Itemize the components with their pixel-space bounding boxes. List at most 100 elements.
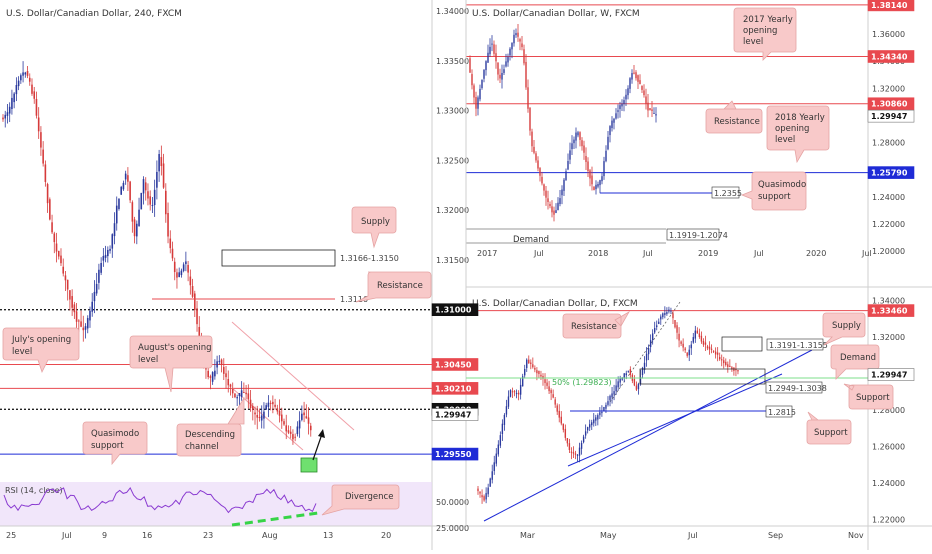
h4-candle-body xyxy=(178,272,180,278)
h4-candle-body xyxy=(60,255,62,264)
h4-candle-body xyxy=(98,269,100,283)
h4-y-tick-label: 1.33500 xyxy=(436,57,469,66)
weekly-demand-label-box xyxy=(666,228,720,241)
daily-support-callout-upper: Support xyxy=(843,383,894,410)
h4-candle-body xyxy=(40,132,42,148)
h4-candle-body xyxy=(53,233,56,243)
daily-candle-body xyxy=(684,348,686,351)
daily-price-badge xyxy=(867,304,915,317)
weekly-candle-body xyxy=(585,155,587,163)
daily-candle-body xyxy=(721,359,723,361)
daily-candle-body xyxy=(491,471,493,480)
h4-candle-body xyxy=(283,421,285,425)
weekly-candle-body xyxy=(633,72,635,74)
yearly-2018-text-2: opening xyxy=(775,124,809,134)
h4-candle-body xyxy=(216,361,218,368)
daily-candle-body xyxy=(651,333,654,341)
daily-candle-body xyxy=(558,410,560,418)
h4-candle-body xyxy=(260,415,263,421)
daily-x-ticks: Mar May Jul Sep Nov xyxy=(520,531,864,540)
daily-trendline-long xyxy=(483,349,813,522)
h4-candle-body xyxy=(218,360,221,362)
daily-candle-body xyxy=(479,491,481,494)
daily-candle-body xyxy=(698,333,701,338)
daily-candle-body xyxy=(532,364,534,368)
h4-candle-body xyxy=(272,401,274,405)
daily-support-label-box xyxy=(765,405,793,418)
daily-candle-body xyxy=(680,341,682,344)
weekly-candle-body xyxy=(641,85,643,90)
h4-y-tick-label: 1.31500 xyxy=(436,256,469,265)
weekly-candle-body xyxy=(505,61,507,67)
h4-candle-body xyxy=(2,117,4,120)
daily-candle-body xyxy=(621,377,623,380)
h4-candle-body xyxy=(82,327,85,331)
h4-candle-body xyxy=(111,234,114,249)
daily-x-tick-label: Sep xyxy=(768,531,783,540)
h4-candle-body xyxy=(211,372,214,382)
h4-candle-body xyxy=(254,412,256,415)
weekly-candle-body xyxy=(591,175,593,185)
h4-candle-body xyxy=(187,264,189,273)
daily-y-tick-label: 1.34000 xyxy=(872,297,905,306)
weekly-candle-body xyxy=(611,120,613,129)
h4-candle-body xyxy=(104,254,107,258)
h4-candle-body xyxy=(263,411,265,419)
h4-candle-body xyxy=(107,249,109,257)
daily-supply-label-box xyxy=(766,338,824,351)
h4-candle-body xyxy=(69,290,71,300)
weekly-candle-body xyxy=(605,150,607,162)
supply-zone-box xyxy=(221,249,336,267)
weekly-candle-body xyxy=(619,105,621,110)
daily-candle-body xyxy=(710,348,713,350)
h4-candle-body xyxy=(42,149,44,164)
h4-candle-body xyxy=(64,275,67,281)
weekly-candle-body xyxy=(559,198,561,205)
weekly-candle-body xyxy=(557,202,559,211)
weekly-candle-body xyxy=(543,184,545,191)
daily-demand-label-box xyxy=(765,381,823,394)
daily-candle-body xyxy=(546,382,548,386)
daily-candle-body xyxy=(725,361,727,365)
h4-candle-body xyxy=(191,286,194,297)
daily-resistance-callout-shape xyxy=(562,310,631,339)
weekly-candle-body xyxy=(627,88,629,96)
yearly-2017-text-2: opening xyxy=(743,26,777,36)
daily-candle-body xyxy=(629,369,632,375)
daily-support-callout-upper-shape xyxy=(843,383,894,410)
weekly-candle-body xyxy=(525,61,527,88)
weekly-price-badge xyxy=(867,109,915,123)
h4-candle-body xyxy=(120,186,123,195)
h4-candle-body xyxy=(227,378,230,386)
supply-callout-text: Supply xyxy=(361,217,390,227)
daily-candle-body xyxy=(519,384,522,395)
daily-resistance-text: Resistance xyxy=(571,322,617,332)
daily-y-tick-label: 1.26000 xyxy=(872,442,905,451)
h4-candle-body xyxy=(209,376,212,378)
daily-candle-body xyxy=(735,368,737,371)
h4-candle-body xyxy=(220,359,223,365)
daily-candle-body xyxy=(513,391,516,393)
daily-candle-body xyxy=(731,367,733,370)
h4-y-ticks: 1.34000 1.33500 1.33000 1.32500 1.32000 1.315… xyxy=(436,7,469,265)
h4-candle-body xyxy=(144,182,147,191)
daily-candle-body xyxy=(623,373,625,378)
weekly-candle-body xyxy=(553,210,555,215)
divergence-label: Divergence xyxy=(345,492,393,502)
daily-candle-body xyxy=(528,359,530,364)
h4-candle-body xyxy=(11,97,13,110)
h4-candle-body xyxy=(256,414,259,418)
h4-price-badge xyxy=(431,358,479,371)
daily-candle-body xyxy=(700,335,703,342)
h4-x-tick-label: 20 xyxy=(381,531,391,540)
daily-fib-50-label: 50% (1.29823) xyxy=(552,378,612,387)
h4-candle-body xyxy=(267,402,270,407)
daily-candle-body xyxy=(672,313,674,319)
daily-candle-body xyxy=(619,378,621,383)
daily-candle-body xyxy=(515,393,518,395)
h4-candle-body xyxy=(298,420,301,429)
daily-candle-body xyxy=(653,328,656,333)
daily-candle-body xyxy=(576,454,579,456)
h4-candle-body xyxy=(280,414,283,422)
h4-candle-body xyxy=(160,157,163,167)
